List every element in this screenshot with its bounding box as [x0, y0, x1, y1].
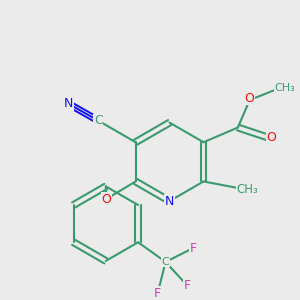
Text: C: C	[94, 114, 103, 127]
Text: O: O	[266, 131, 276, 144]
Text: CH₃: CH₃	[274, 83, 295, 93]
Text: F: F	[154, 287, 161, 300]
Text: N: N	[165, 195, 174, 208]
Text: N: N	[64, 98, 74, 110]
Text: F: F	[190, 242, 196, 255]
Text: CH₃: CH₃	[237, 183, 259, 196]
Text: O: O	[101, 193, 111, 206]
Text: C: C	[162, 257, 170, 267]
Text: O: O	[245, 92, 255, 105]
Text: F: F	[184, 279, 191, 292]
